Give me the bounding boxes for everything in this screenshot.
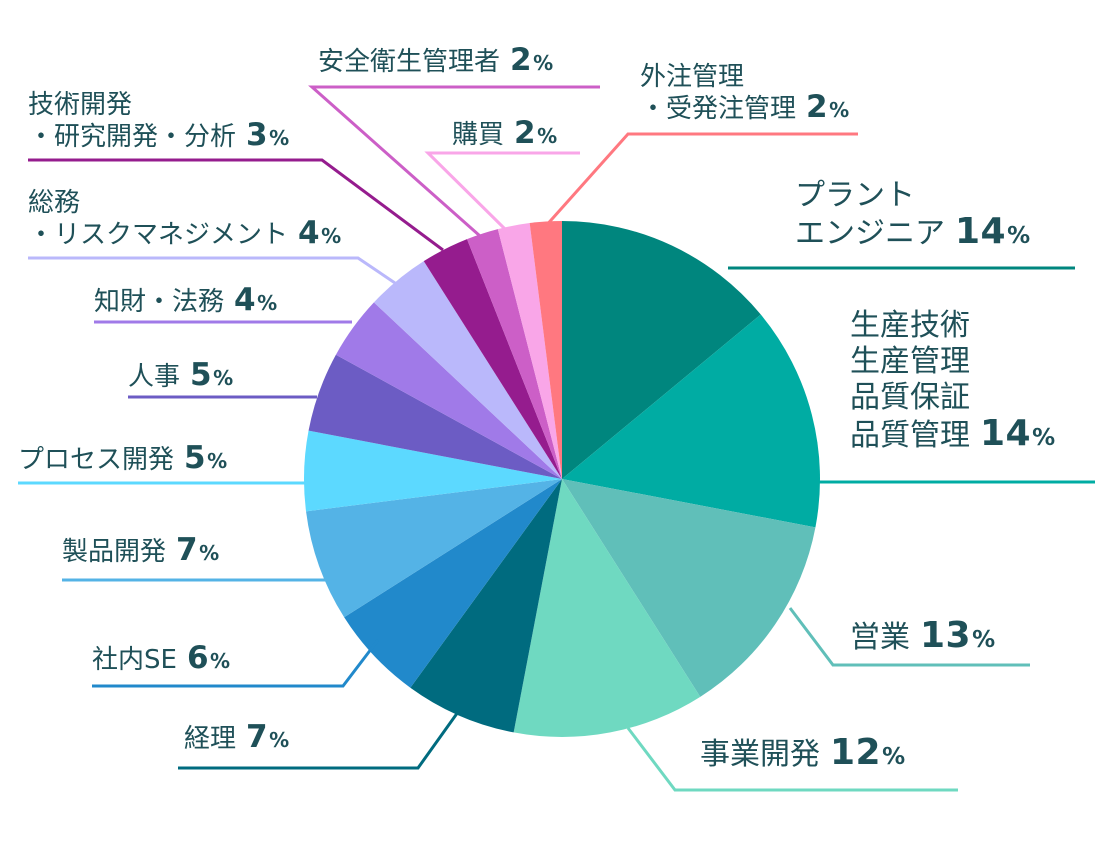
slice-label-text: 品質管理 14% bbox=[850, 413, 1056, 454]
slice-label-text: 知財・法務 4% bbox=[94, 282, 278, 318]
slice-label-text: 総務 bbox=[28, 188, 81, 218]
slice-label-text: 生産管理 bbox=[850, 344, 970, 379]
slice-label: 知財・法務 4% bbox=[94, 285, 277, 318]
leader-line bbox=[178, 711, 460, 770]
percent-unit: % bbox=[257, 291, 278, 315]
slice-label-text: 技術開発 bbox=[28, 90, 133, 120]
pie-slice bbox=[513, 479, 701, 737]
percent-unit: % bbox=[1007, 223, 1031, 249]
leader-line bbox=[542, 132, 858, 229]
slice-label-text: ・受発注管理 2% bbox=[640, 89, 850, 125]
slice-label-text: 人事 5% bbox=[128, 357, 234, 393]
slice-label: 安全衛生管理者 2% bbox=[318, 45, 553, 78]
percent-unit: % bbox=[207, 449, 228, 473]
slice-value: 3 bbox=[246, 117, 269, 153]
slice-value: 7 bbox=[246, 719, 269, 755]
pie-slice bbox=[344, 479, 562, 688]
slice-label-text: 品質保証 bbox=[850, 380, 970, 415]
pie-slice bbox=[562, 314, 820, 528]
slice-value: 6 bbox=[186, 640, 210, 676]
slice-value: 2 bbox=[514, 115, 537, 151]
slice-label: 事業開発 12% bbox=[700, 735, 905, 775]
leader-line bbox=[626, 727, 958, 792]
slice-value: 4 bbox=[298, 215, 321, 251]
percent-unit: % bbox=[882, 744, 906, 770]
leader-line bbox=[424, 151, 580, 232]
percent-unit: % bbox=[321, 224, 342, 248]
pie-slice bbox=[410, 479, 562, 733]
slice-value: 4 bbox=[234, 282, 257, 318]
slice-label-text: 製品開発 7% bbox=[62, 532, 220, 568]
leader-line bbox=[28, 256, 396, 285]
slice-value: 14 bbox=[955, 211, 1007, 252]
percent-unit: % bbox=[210, 649, 231, 673]
slice-label-text: ・リスクマネジメント 4% bbox=[28, 215, 342, 251]
pie-slice bbox=[562, 479, 816, 697]
leader-line bbox=[788, 607, 1030, 667]
slice-label-text: 社内SE 6% bbox=[92, 640, 231, 676]
slice-value: 14 bbox=[980, 413, 1032, 454]
pie-slice bbox=[497, 223, 562, 479]
percent-unit: % bbox=[269, 126, 290, 150]
slice-label: 人事 5% bbox=[128, 360, 233, 393]
slice-label: 外注管理 ・受発注管理 2% bbox=[640, 62, 849, 125]
slice-label-text: 安全衛生管理者 2% bbox=[318, 42, 554, 78]
percent-unit: % bbox=[829, 98, 850, 122]
leader-line bbox=[92, 639, 380, 688]
slice-value: 2 bbox=[806, 89, 829, 125]
slice-label: 生産技術 生産管理 品質保証 品質管理 14% bbox=[850, 308, 1055, 456]
slice-label: 経理 7% bbox=[184, 722, 289, 755]
slice-label-text: 購買 2% bbox=[452, 115, 558, 151]
slice-label-text: 外注管理 bbox=[640, 62, 745, 92]
slice-value: 2 bbox=[510, 42, 533, 78]
slice-label-text: エンジニア 14% bbox=[795, 211, 1031, 252]
slice-label: 社内SE 6% bbox=[92, 643, 230, 676]
slice-label-text: プラント bbox=[795, 178, 915, 213]
slice-label-text: ・研究開発・分析 3% bbox=[28, 117, 290, 153]
slice-value: 7 bbox=[176, 532, 199, 568]
slice-label-text: 経理 7% bbox=[184, 719, 290, 755]
slice-label-text: 事業開発 12% bbox=[700, 732, 906, 773]
leader-line bbox=[308, 85, 600, 238]
percent-unit: % bbox=[213, 366, 234, 390]
pie-slice bbox=[467, 229, 562, 479]
pie-slice bbox=[308, 354, 562, 479]
slice-label-text: 営業 13% bbox=[850, 615, 996, 656]
slice-label-text: プロセス開発 5% bbox=[18, 440, 228, 476]
slice-label: 技術開発 ・研究開発・分析 3% bbox=[28, 90, 289, 153]
pie-slice bbox=[562, 221, 761, 479]
slice-label-text: 生産技術 bbox=[850, 308, 970, 343]
percent-unit: % bbox=[1032, 425, 1056, 451]
slice-value: 13 bbox=[920, 615, 972, 656]
slice-label: プラント エンジニア 14% bbox=[795, 178, 1030, 254]
pie-slice bbox=[529, 221, 562, 479]
percent-unit: % bbox=[199, 541, 220, 565]
slice-label: 購買 2% bbox=[452, 118, 557, 151]
percent-unit: % bbox=[972, 627, 996, 653]
slice-value: 12 bbox=[830, 732, 882, 773]
slice-label: 製品開発 7% bbox=[62, 535, 219, 568]
slice-value: 5 bbox=[190, 357, 213, 393]
slice-label: プロセス開発 5% bbox=[18, 443, 227, 476]
leader-line bbox=[28, 158, 444, 252]
pie-slice bbox=[306, 479, 562, 618]
percent-unit: % bbox=[269, 728, 290, 752]
slice-value: 5 bbox=[184, 440, 207, 476]
slice-label: 総務 ・リスクマネジメント 4% bbox=[28, 188, 341, 251]
pie-slice bbox=[335, 302, 562, 479]
percent-unit: % bbox=[533, 51, 554, 75]
percent-unit: % bbox=[537, 124, 558, 148]
pie-slice bbox=[303, 430, 562, 512]
slice-label: 営業 13% bbox=[850, 618, 995, 658]
pie-slice bbox=[423, 239, 562, 479]
pie-slice bbox=[373, 261, 562, 479]
